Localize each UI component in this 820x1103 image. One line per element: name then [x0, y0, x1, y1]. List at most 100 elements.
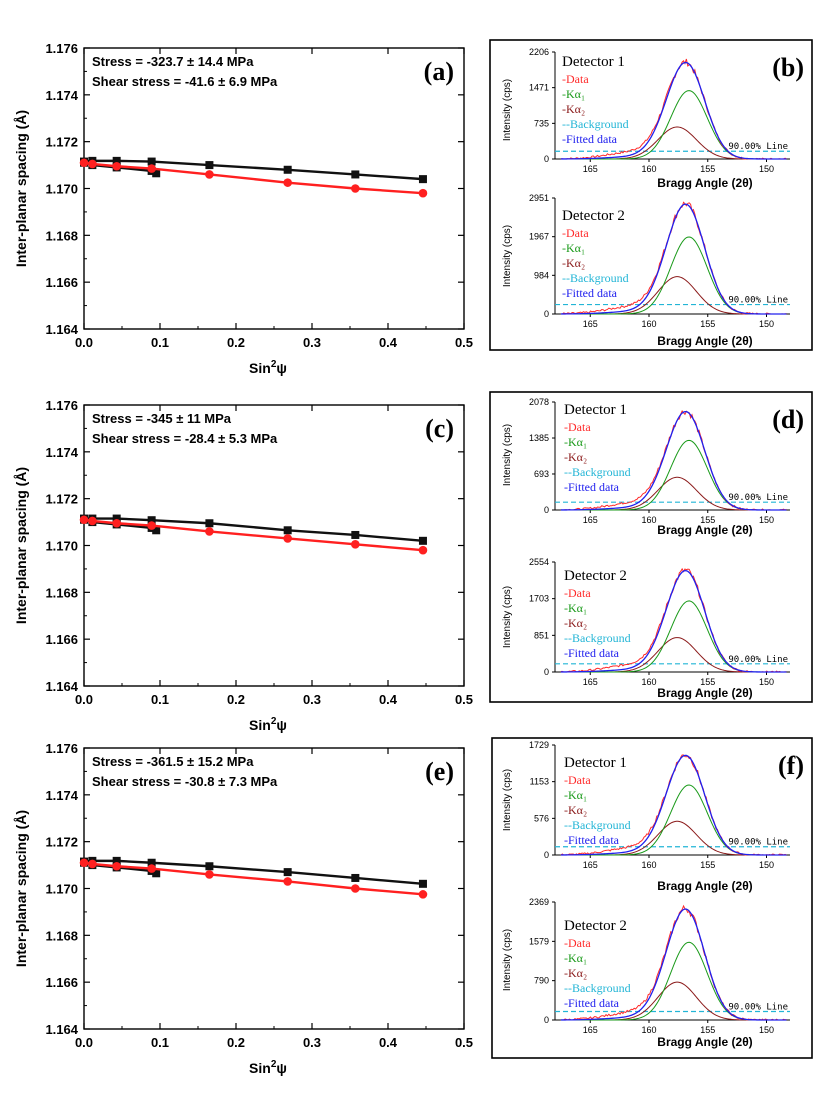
- percent-line-label: 90.00% Line: [728, 1003, 788, 1013]
- data-point-circle: [351, 884, 360, 893]
- y-tick-label: 0: [544, 505, 549, 515]
- y-axis-label: Intensity (cps): [502, 929, 513, 991]
- x-tick-label: 160: [641, 319, 656, 329]
- spectra-panel-f: (f) 0 576 1153 1729 165 160 155 150 Bragg Angle (…: [491, 737, 813, 1059]
- x-tick-label: 165: [583, 319, 598, 329]
- fitted-curve: [560, 908, 787, 1021]
- plot-frame: [83, 747, 465, 1030]
- stress-annotation: Stress = -323.7 ± 14.4 MPa: [92, 54, 254, 69]
- panel-label: (f): [778, 751, 804, 780]
- legend-background: --Background: [562, 117, 629, 131]
- data-point-square: [152, 869, 161, 878]
- legend-fitted: -Fitted data: [562, 132, 618, 146]
- data-point-circle: [283, 877, 292, 886]
- x-tick-label: 0.2: [227, 1035, 245, 1050]
- y-tick-label: 0: [544, 667, 549, 677]
- x-axis-label-sup: 2: [271, 716, 277, 727]
- data-point-square: [351, 170, 360, 179]
- legend-data: -Data: [564, 586, 591, 600]
- data-point-square: [147, 157, 156, 166]
- series-line-black-0: [83, 859, 424, 886]
- legend-ka1: -Kα₁: [562, 241, 585, 255]
- fitted-curve: [560, 754, 787, 856]
- percent-line-label: 90.00% Line: [728, 142, 788, 152]
- legend-data: -Data: [564, 936, 591, 950]
- detector-title: Detector 1: [564, 755, 627, 771]
- x-tick-label: 160: [641, 1025, 656, 1035]
- data-point-circle: [112, 518, 121, 528]
- y-axis-label: Intensity (cps): [502, 586, 513, 648]
- panel-label: (a): [424, 57, 454, 86]
- percent-line-label: 90.00% Line: [728, 655, 788, 665]
- scatter-panel-e: 1.164 1.166 1.168 1.170 1.172 1.174 1.176 0.0 0.…: [13, 741, 473, 1076]
- stress-annotation: Stress = -345 ± 11 MPa: [92, 411, 232, 426]
- legend-ka2: -Kα₂: [562, 102, 585, 116]
- x-axis-label: Bragg Angle (2θ): [657, 879, 752, 893]
- legend-data: -Data: [562, 72, 589, 86]
- data-point-square: [283, 526, 292, 535]
- y-tick-label: 1.176: [45, 41, 78, 56]
- data-point-square: [112, 514, 121, 523]
- data-point-square: [283, 868, 292, 877]
- y-axis-label: Inter-planar spacing (Å): [13, 110, 29, 267]
- y-tick-label: 1729: [529, 740, 549, 750]
- y-tick-label: 2554: [529, 557, 549, 567]
- y-tick-label: 1.170: [45, 182, 78, 197]
- data-point-square: [112, 856, 121, 865]
- data-point-circle: [112, 861, 121, 871]
- data-point-circle: [418, 188, 428, 198]
- x-axis-label: Sin2ψ: [249, 359, 287, 376]
- detector-title: Detector 1: [564, 402, 627, 418]
- fitted-curve: [560, 61, 787, 160]
- y-tick-label: 1579: [529, 936, 549, 946]
- y-tick-label: 1.172: [45, 492, 78, 507]
- spectra-panel-b: (b) 0 735 1471 2206 165 160 155 150 Bragg Angle (…: [489, 39, 813, 351]
- y-axis-label: Intensity (cps): [502, 769, 513, 831]
- y-tick-label: 2206: [529, 47, 549, 57]
- detector-subplot-2: 0 790 1579 2369 165 160 155 150 Bragg Angle (2θ)…: [502, 897, 790, 1049]
- x-tick-label: 150: [759, 860, 774, 870]
- y-tick-label: 1471: [529, 83, 549, 93]
- legend-ka1: -Kα₁: [564, 951, 587, 965]
- detector-subplot-1: 0 693 1385 2078 165 160 155 150 Bragg Angle (2θ)…: [502, 397, 790, 537]
- panel-label: (d): [772, 405, 804, 434]
- data-point-square: [205, 161, 214, 170]
- x-axis-label-sup: 2: [271, 359, 277, 370]
- y-tick-label: 2951: [529, 193, 549, 203]
- percent-line-label: 90.00% Line: [728, 296, 788, 306]
- x-tick-label: 155: [700, 515, 715, 525]
- y-tick-label: 1.168: [45, 585, 78, 600]
- y-axis-label: Intensity (cps): [502, 225, 513, 287]
- stress-annotation: Shear stress = -41.6 ± 6.9 MPa: [92, 74, 278, 89]
- x-axis-label: Bragg Angle (2θ): [657, 523, 752, 537]
- legend-ka1: -Kα₁: [562, 87, 585, 101]
- x-tick-label: 0.4: [379, 335, 398, 350]
- y-tick-label: 0: [544, 850, 549, 860]
- y-tick-label: 1385: [529, 433, 549, 443]
- legend-background: --Background: [562, 271, 629, 285]
- legend-ka1: -Kα₁: [564, 788, 587, 802]
- x-axis-label-text: Sin: [249, 360, 271, 376]
- legend-ka2: -Kα₂: [564, 803, 587, 817]
- y-tick-label: 576: [534, 813, 549, 823]
- x-tick-label: 160: [641, 860, 656, 870]
- x-tick-label: 155: [700, 1025, 715, 1035]
- y-axis-label: Inter-planar spacing (Å): [13, 810, 29, 967]
- x-axis-label: Bragg Angle (2θ): [657, 176, 752, 190]
- legend-ka1: -Kα₁: [564, 435, 587, 449]
- detector-subplot-2: 0 984 1967 2951 165 160 155 150 Bragg Angle (2θ)…: [502, 193, 790, 348]
- stress-annotation: Shear stress = -30.8 ± 7.3 MPa: [92, 774, 278, 789]
- y-tick-label: 1.172: [45, 835, 78, 850]
- detector-title: Detector 2: [562, 208, 625, 224]
- stress-annotation: Stress = -361.5 ± 15.2 MPa: [92, 754, 254, 769]
- detector-subplot-1: 0 576 1153 1729 165 160 155 150 Bragg Angle (2θ)…: [502, 740, 790, 893]
- x-tick-label: 0.0: [75, 692, 93, 707]
- x-tick-label: 155: [700, 677, 715, 687]
- y-tick-label: 1.168: [45, 928, 78, 943]
- x-tick-label: 150: [759, 164, 774, 174]
- data-point-square: [418, 536, 427, 545]
- x-tick-label: 165: [583, 677, 598, 687]
- x-tick-label: 0.2: [227, 692, 245, 707]
- x-axis-label-text: Sin: [249, 1060, 271, 1076]
- data-point-square: [351, 530, 360, 539]
